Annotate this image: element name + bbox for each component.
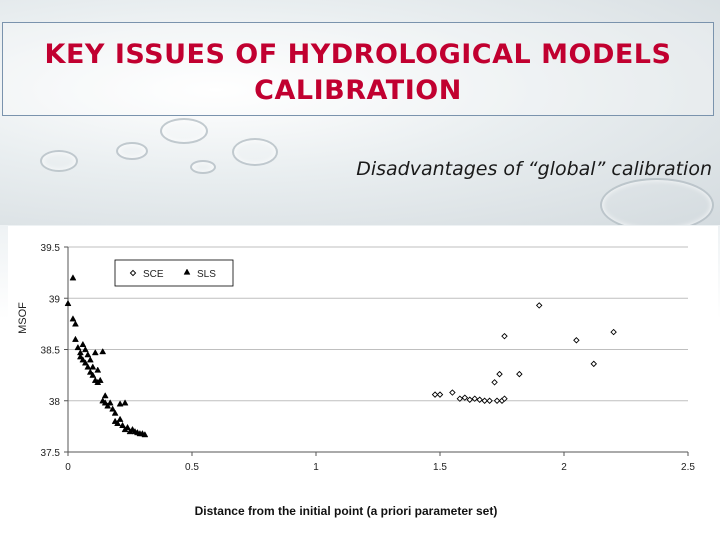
slide-subtitle: Disadvantages of “global” calibration <box>356 158 712 180</box>
x-tick-label: 0 <box>65 462 71 473</box>
x-tick-label: 0.5 <box>185 462 199 473</box>
data-point-sls <box>124 423 131 431</box>
data-point-sls <box>99 348 107 355</box>
data-point-sce <box>486 397 493 404</box>
tick-labels: 37.5 38 38.5 39 39.5 0 0.5 1 1.5 2 2.5 <box>41 243 696 473</box>
data-point-sce <box>456 395 464 402</box>
data-point-sls <box>79 356 87 363</box>
data-point-sls <box>121 399 129 406</box>
water-ripple <box>160 118 208 144</box>
data-point-sls <box>104 402 112 409</box>
data-point-sls <box>114 419 122 426</box>
data-point-sce <box>501 332 508 340</box>
data-point-sce <box>610 328 617 336</box>
data-point-sls <box>84 351 92 358</box>
data-point-sls <box>86 356 94 363</box>
data-point-sls <box>69 315 77 322</box>
data-point-sls <box>106 399 114 406</box>
data-point-sls <box>116 415 124 422</box>
data-point-sce <box>461 394 469 401</box>
data-point-sce <box>501 395 508 402</box>
data-point-sls <box>94 366 102 373</box>
x-tick-label: 2.5 <box>681 462 695 473</box>
data-point-sls <box>79 340 87 348</box>
data-point-sce <box>491 379 498 386</box>
data-point-sls <box>96 376 104 383</box>
chart-panel: 37.5 38 38.5 39 39.5 0 0.5 1 1.5 2 2.5 SCE SLS MSOF… <box>8 226 718 526</box>
y-tick-label: 39 <box>49 294 61 305</box>
legend-label-sls: SLS <box>197 269 216 280</box>
scatter-chart: 37.5 38 38.5 39 39.5 0 0.5 1 1.5 2 2.5 SCE SLS MSOF… <box>8 226 718 526</box>
data-point-sls <box>111 409 119 416</box>
data-point-sls <box>81 359 89 366</box>
data-point-sls <box>76 353 84 360</box>
y-axis-label: MSOF <box>17 302 29 334</box>
data-point-sls <box>81 345 89 353</box>
data-point-sce <box>493 397 501 404</box>
data-point-sls <box>69 274 77 281</box>
data-point-sls <box>91 349 99 356</box>
data-point-sls <box>101 399 109 406</box>
x-tick-label: 1 <box>313 462 319 473</box>
data-point-sls <box>141 431 149 438</box>
data-point-sls <box>101 392 109 399</box>
data-point-sls <box>89 363 97 370</box>
water-ripple <box>600 178 714 232</box>
data-point-sls <box>64 299 72 307</box>
data-point-sce <box>476 396 483 403</box>
x-axis-label: Distance from the initial point (a prior… <box>195 504 498 518</box>
water-ripple <box>232 138 278 166</box>
title-frame: KEY ISSUES OF HYDROLOGICAL MODELS CALIBR… <box>2 22 714 116</box>
data-point-sce <box>431 391 439 398</box>
data-point-sls <box>84 363 92 370</box>
data-point-sls <box>72 335 79 342</box>
data-point-sls <box>72 320 79 327</box>
legend-marker-sls <box>183 268 191 275</box>
data-point-sls <box>109 405 117 412</box>
y-tick-label: 38.5 <box>41 346 61 357</box>
data-point-sce <box>449 389 456 396</box>
data-point-sce <box>481 397 488 404</box>
y-tick-label: 38 <box>49 397 61 408</box>
legend-label-sce: SCE <box>143 269 164 280</box>
slide-title: KEY ISSUES OF HYDROLOGICAL MODELS CALIBR… <box>44 39 672 106</box>
water-background <box>0 0 720 232</box>
data-point-sce <box>516 370 523 378</box>
legend: SCE SLS <box>114 259 234 287</box>
y-tick-label: 39.5 <box>41 243 61 254</box>
y-tick-label: 37.5 <box>41 448 61 459</box>
legend-marker-sce <box>129 269 137 277</box>
water-ripple <box>190 160 216 174</box>
data-point-sce <box>471 395 478 402</box>
x-tick-label: 2 <box>561 462 567 473</box>
data-point-sce <box>573 337 580 344</box>
water-ripple <box>116 142 148 160</box>
data-point-sls <box>119 421 126 428</box>
data-point-sce <box>436 391 444 398</box>
data-point-sls <box>89 371 97 378</box>
data-points <box>64 274 617 438</box>
data-point-sls <box>74 343 82 351</box>
data-point-sce <box>466 396 473 403</box>
data-point-sce <box>535 302 543 309</box>
data-point-sls <box>116 400 124 407</box>
axes <box>64 246 689 456</box>
chart-background <box>8 226 718 526</box>
data-point-sce <box>590 360 597 368</box>
x-tick-label: 1.5 <box>433 462 447 473</box>
data-point-sls <box>86 368 94 375</box>
water-ripple <box>40 150 78 172</box>
data-point-sce <box>496 370 503 378</box>
